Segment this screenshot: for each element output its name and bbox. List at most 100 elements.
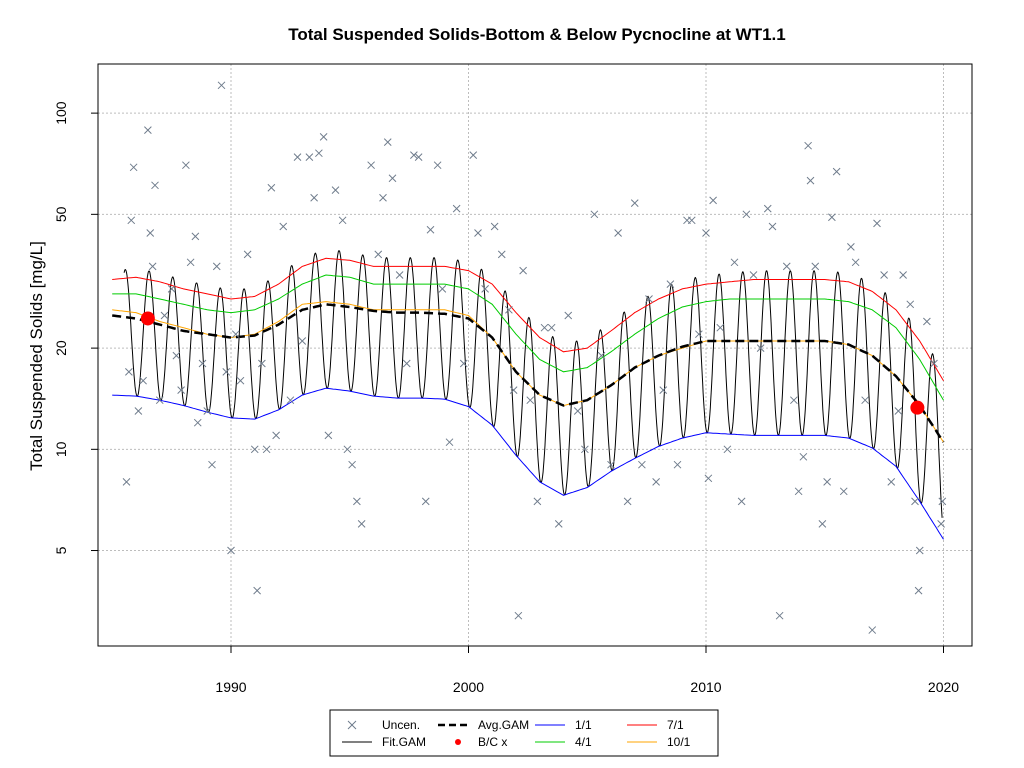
uncensored-point-stroke bbox=[357, 520, 366, 528]
uncensored-point-stroke bbox=[794, 487, 803, 496]
uncensored-point bbox=[227, 546, 235, 555]
uncensored-point bbox=[315, 149, 323, 158]
uncensored-point bbox=[127, 216, 136, 225]
uncensored-point-stroke bbox=[293, 153, 302, 161]
uncensored-point bbox=[203, 407, 212, 415]
uncensored-point bbox=[823, 478, 831, 486]
legend-label: Uncen. bbox=[382, 718, 420, 732]
uncensored-point bbox=[438, 285, 447, 293]
uncensored-point-stroke bbox=[353, 497, 361, 506]
uncensored-point-stroke bbox=[659, 386, 668, 394]
uncensored-point-stroke bbox=[438, 285, 447, 293]
uncensored-point-stroke bbox=[231, 330, 240, 339]
uncensored-point bbox=[851, 258, 860, 267]
uncensored-point bbox=[177, 386, 185, 394]
uncensored-point bbox=[160, 311, 169, 320]
uncensored-point-stroke bbox=[581, 445, 589, 454]
uncensored-point-stroke bbox=[167, 285, 176, 293]
uncensored-point-stroke bbox=[540, 323, 549, 332]
uncensored-point bbox=[794, 487, 803, 496]
uncensored-point-stroke bbox=[177, 386, 185, 394]
uncensored-point bbox=[182, 161, 190, 170]
x-tick-label: 1990 bbox=[215, 679, 246, 695]
uncensored-point-stroke bbox=[623, 497, 632, 506]
uncensored-point bbox=[763, 204, 772, 213]
uncensored-point bbox=[818, 520, 827, 528]
legend-label: 1/1 bbox=[575, 718, 592, 732]
uncensored-point-stroke bbox=[839, 487, 848, 496]
uncensored-point bbox=[906, 300, 915, 309]
uncensored-point bbox=[505, 305, 513, 314]
uncensored-point bbox=[806, 176, 815, 185]
uncensored-point-stroke bbox=[250, 445, 259, 454]
uncensored-point-stroke bbox=[768, 222, 777, 231]
uncensored-point-stroke bbox=[906, 300, 915, 309]
uncensored-point-stroke bbox=[804, 141, 812, 150]
uncensored-point bbox=[402, 359, 411, 368]
uncensored-point bbox=[832, 167, 841, 176]
uncensored-point-stroke bbox=[374, 250, 383, 259]
uncensored-point bbox=[804, 141, 812, 150]
uncensored-point-stroke bbox=[469, 151, 478, 159]
bc-point bbox=[140, 311, 155, 326]
uncensored-point-stroke bbox=[899, 271, 907, 279]
x-tick-label: 2000 bbox=[453, 679, 484, 695]
uncensored-point-stroke bbox=[367, 161, 375, 170]
uncensored-point bbox=[410, 151, 418, 159]
uncensored-point bbox=[839, 487, 848, 496]
x-tick-label: 2020 bbox=[928, 679, 959, 695]
uncensored-point bbox=[749, 271, 758, 279]
uncensored-point-stroke bbox=[607, 460, 615, 469]
uncensored-point bbox=[915, 546, 924, 555]
uncensored-point bbox=[790, 396, 798, 405]
uncensored-point-stroke bbox=[286, 396, 295, 405]
uncensored-point bbox=[383, 138, 392, 146]
uncensored-point-stroke bbox=[614, 229, 622, 237]
legend-label: 10/1 bbox=[667, 735, 691, 749]
uncensored-point-stroke bbox=[433, 161, 442, 170]
uncensored-point-stroke bbox=[554, 520, 563, 528]
legend-item: Avg.GAM bbox=[438, 718, 529, 732]
uncensored-point bbox=[659, 386, 668, 394]
uncensored-point bbox=[353, 497, 361, 506]
uncensored-point bbox=[250, 445, 259, 454]
uncensored-point-stroke bbox=[818, 520, 827, 528]
uncensored-point bbox=[782, 262, 791, 271]
uncensored-point-stroke bbox=[262, 445, 271, 454]
uncensored-point bbox=[433, 161, 442, 170]
y-tick-label: 5 bbox=[53, 546, 69, 554]
uncensored-point bbox=[709, 196, 717, 205]
legend-item: Fit.GAM bbox=[342, 735, 426, 749]
chart-title: Total Suspended Solids-Bottom & Below Py… bbox=[288, 25, 785, 44]
uncensored-point-stroke bbox=[868, 626, 877, 634]
uncensored-point-stroke bbox=[402, 359, 411, 368]
uncensored-point-stroke bbox=[887, 478, 896, 486]
uncensored-point-stroke bbox=[148, 262, 157, 271]
uncensored-point bbox=[367, 161, 375, 170]
uncensored-point-stroke bbox=[490, 222, 499, 231]
uncensored-point-stroke bbox=[937, 520, 945, 528]
uncensored-point-stroke bbox=[851, 258, 860, 267]
uncensored-point-stroke bbox=[227, 546, 235, 555]
uncensored-point bbox=[490, 222, 499, 231]
uncensored-point-stroke bbox=[421, 497, 430, 506]
uncensored-point bbox=[388, 174, 397, 183]
uncensored-point bbox=[125, 367, 133, 376]
uncensored-point bbox=[146, 229, 155, 237]
uncensored-point bbox=[445, 438, 454, 447]
uncensored-point bbox=[212, 262, 221, 271]
y-tick-label: 100 bbox=[53, 101, 69, 125]
uncensored-point-stroke bbox=[272, 431, 280, 440]
uncensored-point-stroke bbox=[914, 586, 923, 595]
uncensored-point bbox=[331, 186, 340, 195]
uncensored-point-stroke bbox=[645, 295, 653, 303]
uncensored-point bbox=[638, 460, 646, 469]
uncensored-point bbox=[861, 396, 869, 405]
y-axis-label: Total Suspended Solids [mg/L] bbox=[27, 241, 46, 471]
uncensored-point bbox=[914, 586, 923, 595]
uncensored-point-stroke bbox=[267, 183, 276, 192]
uncensored-point bbox=[395, 271, 404, 279]
uncensored-point-stroke bbox=[823, 478, 831, 486]
uncensored-point-stroke bbox=[481, 285, 489, 293]
uncensored-point bbox=[481, 285, 489, 293]
